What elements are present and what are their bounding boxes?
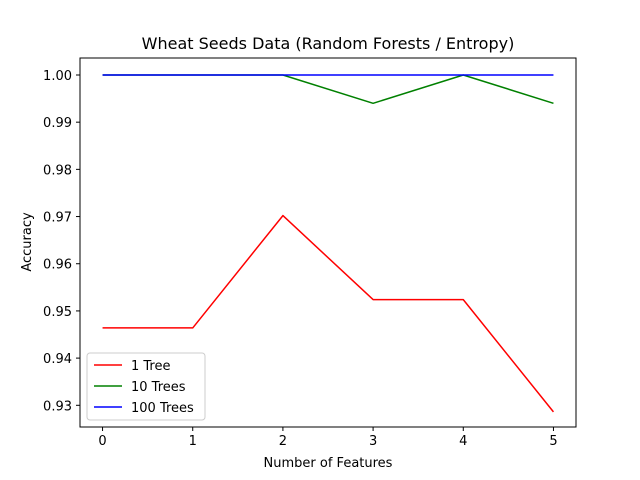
y-tick-label: 0.97 [43, 211, 72, 226]
y-tick-label: 0.94 [43, 352, 72, 367]
y-tick-label: 0.98 [43, 163, 72, 178]
x-tick-label: 5 [549, 434, 557, 449]
legend-entry-0: 1 Tree [131, 359, 171, 374]
y-tick-label: 1.00 [43, 69, 72, 84]
x-tick-label: 1 [189, 434, 197, 449]
y-tick-label: 0.96 [43, 258, 72, 273]
x-tick-label: 0 [98, 434, 106, 449]
plot-frame [79, 57, 577, 428]
y-axis: 0.93 0.94 0.95 0.96 0.97 0.98 0.99 1.00 [43, 69, 80, 414]
y-tick-label: 0.99 [43, 116, 72, 131]
y-axis-label: Accuracy [20, 212, 35, 272]
x-axis: 0 1 2 3 4 5 [98, 427, 558, 449]
x-tick-label: 2 [279, 434, 287, 449]
series-line-0 [102, 214, 555, 413]
x-tick-label: 4 [459, 434, 467, 449]
y-tick-label: 0.93 [43, 399, 72, 414]
series-layer [102, 74, 555, 413]
chart-title: Wheat Seeds Data (Random Forests / Entro… [142, 34, 515, 53]
legend-entry-1: 10 Trees [131, 380, 186, 395]
legend: 1 Tree 10 Trees 100 Trees [86, 352, 206, 421]
legend-box [86, 352, 206, 421]
x-axis-label: Number of Features [264, 456, 393, 471]
y-tick-label: 0.95 [43, 305, 72, 320]
legend-entry-2: 100 Trees [131, 401, 194, 416]
x-tick-label: 3 [369, 434, 377, 449]
